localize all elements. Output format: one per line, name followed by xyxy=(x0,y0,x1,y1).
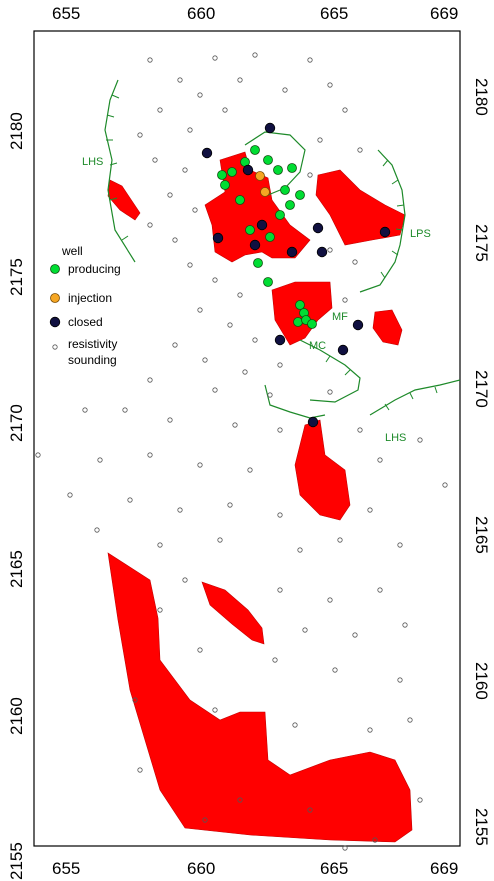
legend-sounding-label: sounding xyxy=(68,353,117,367)
x-tick-bottom-655: 655 xyxy=(52,859,80,878)
y-tick-left-2180: 2180 xyxy=(7,112,26,150)
x-tick-top-669: 669 xyxy=(430,4,458,23)
y-axis-right: 2155 2160 2165 2170 2175 2180 xyxy=(472,78,491,846)
y-tick-left-2155: 2155 xyxy=(7,842,26,880)
x-tick-bottom-665: 665 xyxy=(320,859,348,878)
y-tick-right-2160: 2160 xyxy=(472,662,491,700)
injection-wells xyxy=(255,171,270,197)
fault-labels: LHS LPS MF MC LHS xyxy=(82,156,431,444)
fault-label-lhs-north: LHS xyxy=(82,156,103,168)
fault-lhs-southeast xyxy=(369,379,461,416)
y-tick-right-2165: 2165 xyxy=(472,516,491,554)
y-tick-left-2160: 2160 xyxy=(7,697,26,735)
fault-lhs-northwest xyxy=(104,79,136,263)
anomaly-northwest xyxy=(107,179,141,221)
x-axis-bottom: 655 660 665 669 xyxy=(52,859,458,878)
legend-producing-icon xyxy=(50,264,60,274)
legend-well-title: well xyxy=(61,244,83,258)
legend-closed-icon xyxy=(49,316,61,328)
legend-resistivity-label: resistivity xyxy=(68,337,117,351)
y-tick-right-2175: 2175 xyxy=(472,224,491,262)
x-axis-top: 655 660 665 669 xyxy=(52,4,458,23)
y-tick-left-2170: 2170 xyxy=(7,404,26,442)
y-tick-right-2155: 2155 xyxy=(472,808,491,846)
fault-mf-mc xyxy=(299,339,361,403)
y-tick-left-2175: 2175 xyxy=(7,258,26,296)
x-tick-bottom-660: 660 xyxy=(187,859,215,878)
x-tick-top-655: 655 xyxy=(52,4,80,23)
map-frame xyxy=(33,30,461,847)
legend-injection-icon xyxy=(50,293,60,303)
anomaly-east xyxy=(372,309,403,346)
legend-producing-label: producing xyxy=(68,262,121,276)
x-tick-top-665: 665 xyxy=(320,4,348,23)
legend-injection-label: injection xyxy=(68,291,112,305)
resistivity-soundings xyxy=(35,52,448,851)
y-axis-left: 2155 2160 2165 2170 2175 2180 xyxy=(7,112,26,880)
fault-label-mc: MC xyxy=(309,340,326,352)
anomaly-central-south xyxy=(294,419,351,521)
y-tick-right-2180: 2180 xyxy=(472,78,491,116)
producing-wells xyxy=(217,145,317,329)
fault-label-lhs-south: LHS xyxy=(385,432,406,444)
legend: well producing injection closed resistiv… xyxy=(49,244,121,367)
anomaly-small-south xyxy=(201,581,265,645)
anomaly-zones xyxy=(107,151,413,843)
fault-label-mf: MF xyxy=(332,311,348,323)
anomaly-northeast xyxy=(315,169,406,246)
x-tick-bottom-669: 669 xyxy=(430,859,458,878)
y-tick-right-2170: 2170 xyxy=(472,370,491,408)
legend-closed-label: closed xyxy=(68,315,103,329)
legend-sounding-icon xyxy=(52,344,58,350)
fault-central-link xyxy=(264,384,326,419)
x-tick-top-660: 660 xyxy=(187,4,215,23)
fault-ticks xyxy=(106,94,438,411)
y-tick-left-2165: 2165 xyxy=(7,550,26,588)
fault-label-lps: LPS xyxy=(410,228,431,240)
anomaly-large-south xyxy=(107,552,413,843)
closed-wells xyxy=(201,122,391,428)
